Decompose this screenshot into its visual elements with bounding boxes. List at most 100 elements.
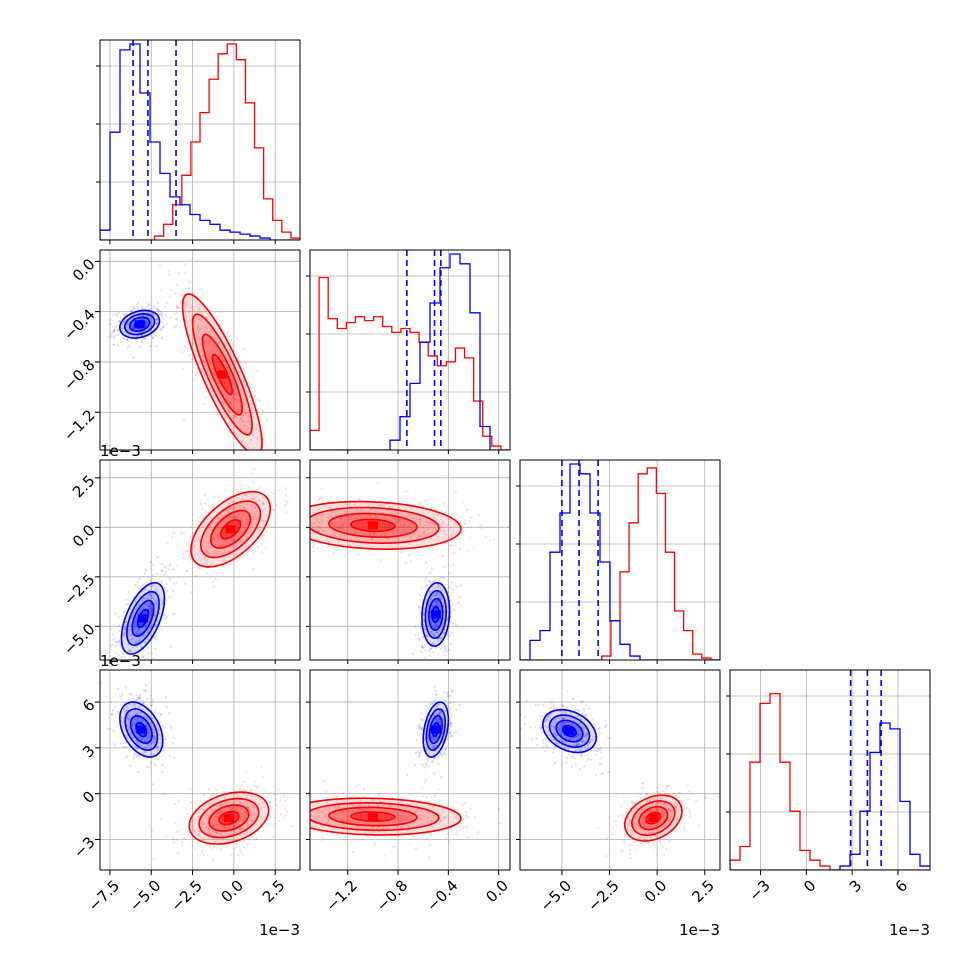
scatter-point bbox=[140, 655, 144, 659]
scatter-point bbox=[229, 402, 233, 405]
scatter-point bbox=[132, 306, 135, 310]
scatter-point bbox=[283, 794, 286, 797]
scatter-point bbox=[207, 355, 211, 358]
scatter-point bbox=[166, 541, 169, 545]
scatter-point bbox=[445, 692, 449, 695]
scatter-point bbox=[154, 708, 157, 711]
scatter-point bbox=[434, 718, 438, 721]
scatter-point bbox=[331, 511, 334, 514]
scatter-point bbox=[114, 612, 117, 615]
scatter-point bbox=[157, 312, 161, 315]
scatter-point bbox=[549, 737, 553, 740]
scatter-point bbox=[244, 493, 247, 496]
scatter-point bbox=[193, 539, 197, 543]
scatter-point bbox=[607, 771, 610, 774]
scatter-point bbox=[272, 835, 275, 838]
scatter-point bbox=[362, 816, 365, 819]
scatter-point bbox=[553, 731, 556, 734]
scatter-point bbox=[117, 687, 120, 690]
scatter-point bbox=[177, 306, 181, 310]
scatter-point bbox=[598, 727, 601, 730]
scatter-point bbox=[688, 810, 691, 813]
scatter-point bbox=[424, 763, 428, 767]
scatter-point bbox=[422, 533, 426, 536]
y-tick-label: −0.4 bbox=[60, 305, 98, 343]
scatter-point bbox=[435, 670, 437, 672]
scatter-point bbox=[122, 321, 125, 324]
scatter-point bbox=[430, 619, 433, 623]
scatter-point bbox=[462, 826, 465, 829]
scatter-point bbox=[401, 817, 404, 820]
scatter-point bbox=[327, 819, 330, 823]
scatter-point bbox=[337, 805, 340, 808]
scatter-point bbox=[431, 651, 435, 654]
scatter-point bbox=[150, 623, 154, 626]
scatter-point bbox=[222, 825, 226, 829]
scatter-point bbox=[640, 808, 643, 812]
scatter-point bbox=[320, 811, 323, 814]
scatter-point bbox=[320, 519, 324, 522]
scatter-point bbox=[242, 514, 245, 517]
scatter-point bbox=[384, 527, 388, 531]
contour-red bbox=[181, 293, 263, 450]
scatter-point bbox=[463, 801, 467, 805]
x-tick-label: −7.5 bbox=[85, 877, 123, 915]
scatter-point bbox=[444, 709, 447, 712]
scatter-point bbox=[348, 515, 351, 519]
scatter-point bbox=[650, 808, 653, 812]
scatter-point bbox=[605, 837, 609, 840]
scatter-point bbox=[424, 601, 427, 605]
scatter-point bbox=[436, 602, 440, 605]
scatter-point bbox=[526, 699, 529, 702]
scatter-point bbox=[431, 593, 435, 597]
scatter-point bbox=[122, 720, 125, 723]
scatter-point bbox=[391, 845, 395, 849]
scatter-point bbox=[198, 833, 201, 837]
scatter-point bbox=[427, 821, 430, 825]
scatter-point bbox=[326, 817, 330, 821]
scatter-point bbox=[409, 507, 412, 510]
scatter-point bbox=[228, 372, 231, 375]
scatter-point bbox=[343, 824, 346, 827]
scatter-point bbox=[149, 704, 153, 708]
scatter-point bbox=[131, 317, 135, 320]
scatter-point bbox=[366, 835, 370, 838]
scatter-point bbox=[478, 830, 481, 834]
scatter-point bbox=[218, 810, 221, 814]
scatter-point bbox=[435, 718, 439, 722]
scatter-point bbox=[239, 547, 243, 550]
contour-blue bbox=[425, 708, 447, 751]
scatter-point bbox=[239, 539, 243, 542]
scatter-point bbox=[189, 800, 193, 804]
scatter-point bbox=[127, 717, 130, 721]
scatter-point bbox=[139, 609, 143, 612]
scatter-point bbox=[217, 341, 220, 345]
scatter-point bbox=[674, 802, 677, 805]
scatter-point bbox=[234, 815, 238, 819]
scatter-point bbox=[295, 810, 297, 812]
scatter-point bbox=[233, 506, 237, 510]
scatter-point bbox=[648, 809, 651, 813]
scatter-point bbox=[424, 534, 427, 537]
scatter-point bbox=[127, 590, 130, 594]
contour-blue bbox=[428, 597, 444, 632]
scatter-point bbox=[427, 604, 430, 608]
scatter-point bbox=[156, 745, 159, 749]
scatter-point bbox=[293, 528, 295, 530]
scatter-point bbox=[234, 415, 238, 418]
scatter-point bbox=[300, 544, 302, 546]
scatter-point bbox=[376, 482, 380, 485]
scatter-point bbox=[284, 487, 287, 490]
scatter-point bbox=[369, 807, 372, 811]
scatter-point bbox=[438, 713, 441, 716]
scatter-point bbox=[551, 751, 555, 754]
scatter-point bbox=[203, 501, 207, 505]
scatter-point bbox=[205, 545, 208, 548]
scatter-point bbox=[319, 526, 322, 530]
scatter-point bbox=[201, 539, 205, 543]
scatter-point bbox=[632, 840, 636, 843]
scatter-point bbox=[454, 490, 457, 494]
scatter-point bbox=[251, 819, 254, 823]
scatter-point bbox=[112, 336, 116, 339]
scatter-point bbox=[586, 744, 590, 747]
